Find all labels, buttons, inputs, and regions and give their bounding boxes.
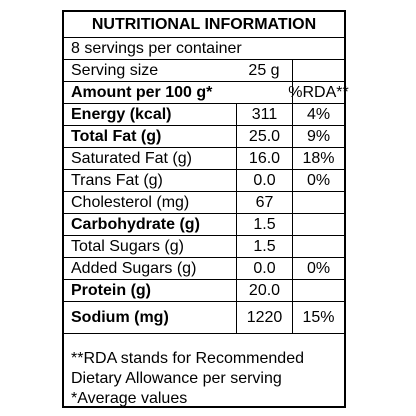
nutrient-value: 0.0 [236, 258, 292, 279]
nutrient-value: 20.0 [236, 280, 292, 301]
nutrient-rda: 9% [292, 126, 344, 147]
footnote-line: **RDA stands for Recommended [71, 350, 304, 367]
nutrient-value: 67 [236, 192, 292, 213]
nutrient-row-energy: Energy (kcal) 311 4% [64, 104, 344, 126]
nutrient-value: 1.5 [236, 214, 292, 235]
amount-header-empty [236, 82, 292, 103]
servings-row: 8 servings per container [64, 38, 344, 60]
footnotes: **RDA stands for Recommended Dietary All… [71, 349, 304, 409]
rda-header: %RDA** [288, 82, 349, 103]
nutrient-label: Cholesterol (mg) [71, 193, 190, 211]
nutrient-rda: 18% [292, 148, 344, 169]
nutrient-rda [292, 236, 344, 257]
nutrient-value: 25.0 [236, 126, 292, 147]
nutrient-label: Carbohydrate (g) [71, 215, 200, 233]
nutrient-label: Saturated Fat (g) [71, 149, 192, 167]
nutrient-row-total-fat: Total Fat (g) 25.0 9% [64, 126, 344, 148]
nutrient-rda [292, 192, 344, 213]
nutrient-row-saturated-fat: Saturated Fat (g) 16.0 18% [64, 148, 344, 170]
nutrient-value: 16.0 [236, 148, 292, 169]
nutrition-panel: NUTRITIONAL INFORMATION 8 servings per c… [62, 10, 349, 409]
footnote-line: *Average values [71, 390, 188, 407]
nutrient-label: Sodium (mg) [71, 308, 169, 326]
serving-size-empty [292, 60, 344, 81]
serving-size-row: Serving size 25 g [64, 60, 344, 82]
nutrient-label: Energy (kcal) [71, 105, 172, 123]
nutrient-rda: 0% [292, 170, 344, 191]
nutrient-row-protein: Protein (g) 20.0 [64, 280, 344, 302]
servings-text: 8 servings per container [71, 39, 242, 57]
nutrient-rda [292, 214, 344, 235]
nutrient-row-total-sugars: Total Sugars (g) 1.5 [64, 236, 344, 258]
nutrient-label: Protein (g) [71, 281, 151, 299]
nutrient-label: Added Sugars (g) [71, 259, 197, 277]
serving-size-label: Serving size [71, 61, 159, 79]
nutrient-rda: 4% [292, 104, 344, 125]
nutrient-row-added-sugars: Added Sugars (g) 0.0 0% [64, 258, 344, 280]
nutrient-value: 1.5 [236, 236, 292, 257]
nutrient-row-carbohydrate: Carbohydrate (g) 1.5 [64, 214, 344, 236]
amount-header-label: Amount per 100 g* [71, 83, 213, 101]
nutrient-value: 1220 [236, 302, 292, 333]
nutrient-row-trans-fat: Trans Fat (g) 0.0 0% [64, 170, 344, 192]
title-row: NUTRITIONAL INFORMATION [64, 12, 344, 38]
nutrient-label: Trans Fat (g) [71, 171, 163, 189]
nutrient-label: Total Sugars (g) [71, 237, 184, 255]
serving-size-value: 25 g [248, 61, 280, 79]
nutrient-rda [292, 280, 344, 301]
nutrient-rda: 15% [292, 302, 344, 333]
footnote-line: Dietary Allowance per serving [71, 370, 282, 387]
nutrient-row-cholesterol: Cholesterol (mg) 67 [64, 192, 344, 214]
panel-title: NUTRITIONAL INFORMATION [91, 15, 317, 33]
amount-header-row: Amount per 100 g* %RDA** [64, 82, 349, 104]
nutrient-rda: 0% [292, 258, 344, 279]
nutrient-label: Total Fat (g) [71, 127, 162, 145]
nutrient-value: 311 [236, 104, 292, 125]
nutrient-value: 0.0 [236, 170, 292, 191]
nutrient-row-sodium: Sodium (mg) 1220 15% [64, 302, 344, 334]
